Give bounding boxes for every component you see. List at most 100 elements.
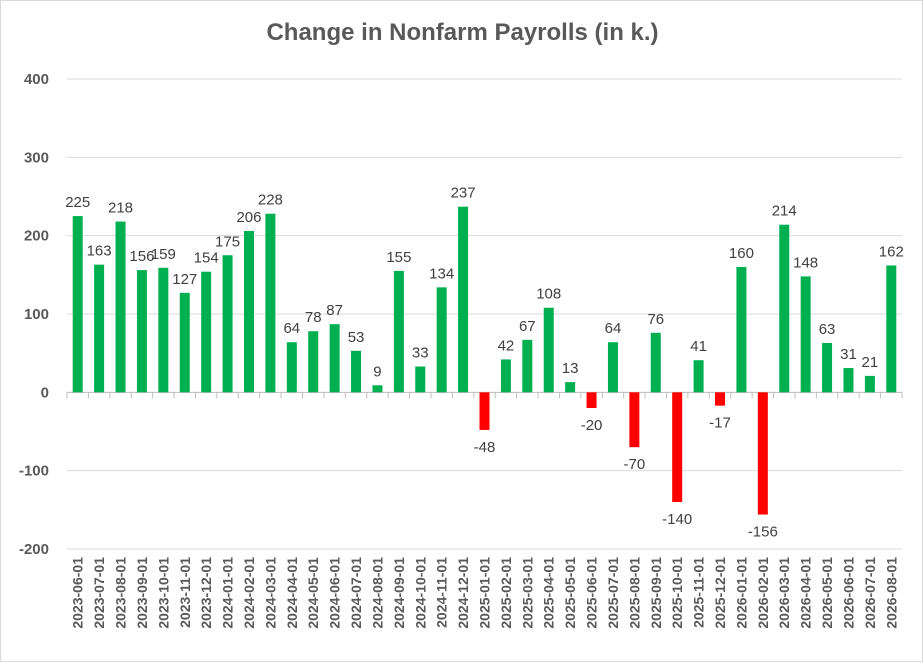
data-label: -48	[474, 439, 496, 456]
x-tick-label: 2024-04-01	[284, 557, 300, 629]
data-label: 163	[87, 243, 112, 260]
data-label: 31	[840, 346, 857, 363]
bar	[843, 368, 854, 393]
bar	[115, 221, 126, 393]
bar	[500, 359, 511, 393]
bar	[329, 324, 340, 393]
bar	[243, 230, 254, 393]
x-tick-label: 2025-02-01	[498, 557, 514, 629]
bar	[479, 392, 490, 430]
bar	[286, 342, 297, 393]
x-tick-label: 2024-03-01	[262, 557, 278, 629]
chart-title: Change in Nonfarm Payrolls (in k.)	[266, 19, 659, 46]
data-label: 41	[690, 338, 707, 355]
x-tick-label: 2023-07-01	[91, 557, 107, 629]
x-tick-label: 2023-08-01	[113, 557, 129, 629]
y-tick-label: 100	[24, 306, 49, 323]
x-tick-label: 2026-03-01	[776, 557, 792, 629]
bar	[136, 270, 147, 393]
data-label: 154	[194, 250, 219, 267]
data-label: 9	[373, 363, 381, 380]
x-tick-label: 2025-08-01	[626, 557, 642, 629]
y-tick-label: 300	[24, 149, 49, 166]
x-tick-label: 2026-01-01	[733, 557, 749, 629]
bar	[864, 375, 875, 393]
bar	[650, 332, 661, 393]
data-label: 21	[862, 354, 879, 371]
bar	[179, 292, 190, 393]
bar	[415, 366, 426, 393]
bar	[629, 392, 640, 448]
x-tick-label: 2023-12-01	[198, 557, 214, 629]
x-tick-label: 2024-09-01	[391, 557, 407, 629]
data-label: 160	[729, 245, 754, 262]
data-label: 148	[793, 254, 818, 271]
bar	[372, 385, 383, 393]
x-tick-label: 2024-05-01	[305, 557, 321, 629]
data-label: 33	[412, 344, 429, 361]
bar	[393, 270, 404, 393]
x-tick-label: 2026-02-01	[755, 557, 771, 629]
bar	[458, 206, 469, 393]
bar	[736, 267, 747, 393]
data-label: 64	[283, 320, 300, 337]
x-tick-label: 2023-06-01	[70, 557, 86, 629]
bar	[543, 307, 554, 393]
x-tick-label: 2025-09-01	[648, 557, 664, 629]
data-label: 127	[172, 271, 197, 288]
bar	[672, 392, 683, 502]
data-label: 42	[498, 337, 515, 354]
x-tick-label: 2024-08-01	[369, 557, 385, 629]
y-tick-label: -100	[19, 463, 49, 480]
data-label: 155	[386, 249, 411, 266]
data-label: 175	[215, 233, 240, 250]
data-label: 64	[605, 320, 622, 337]
data-label: 214	[772, 203, 797, 220]
bar	[72, 216, 83, 393]
bar	[522, 339, 533, 393]
x-tick-label: 2023-09-01	[134, 557, 150, 629]
data-label: 87	[326, 302, 343, 319]
data-label: 206	[236, 209, 261, 226]
data-label: 225	[65, 194, 90, 211]
data-label: -17	[709, 415, 731, 432]
bar	[201, 271, 212, 393]
bar	[607, 342, 618, 393]
data-label: 134	[429, 265, 454, 282]
x-tick-label: 2025-11-01	[691, 557, 707, 628]
x-tick-label: 2026-07-01	[862, 557, 878, 629]
bar	[586, 392, 597, 408]
data-label: -70	[624, 456, 646, 473]
x-tick-label: 2025-03-01	[519, 557, 535, 629]
data-label: -140	[662, 511, 692, 528]
x-tick-label: 2026-04-01	[798, 557, 814, 629]
data-label: 159	[151, 246, 176, 263]
x-tick-label: 2024-06-01	[327, 557, 343, 629]
x-tick-label: 2026-08-01	[883, 557, 899, 629]
x-tick-label: 2025-07-01	[605, 557, 621, 629]
bar	[715, 392, 726, 406]
x-tick-label: 2025-01-01	[477, 557, 493, 629]
x-tick-label: 2026-06-01	[840, 557, 856, 629]
data-label: 53	[348, 329, 365, 346]
bar	[779, 224, 790, 393]
x-tick-label: 2025-06-01	[584, 557, 600, 629]
y-tick-label: 400	[24, 71, 49, 88]
data-label: 162	[879, 243, 904, 260]
x-tick-label: 2024-07-01	[348, 557, 364, 629]
bar	[351, 350, 362, 393]
x-tick-label: 2024-01-01	[220, 557, 236, 629]
bar	[436, 287, 447, 393]
bar	[800, 276, 811, 393]
bar	[822, 342, 833, 393]
bar	[222, 255, 233, 393]
x-tick-label: 2025-05-01	[562, 557, 578, 629]
x-tick-label: 2023-10-01	[155, 557, 171, 629]
bar	[94, 264, 105, 393]
bar	[158, 267, 169, 393]
y-tick-label: -200	[19, 541, 49, 558]
data-label: 78	[305, 309, 322, 326]
y-tick-label: 0	[41, 384, 49, 401]
bar	[886, 265, 897, 393]
